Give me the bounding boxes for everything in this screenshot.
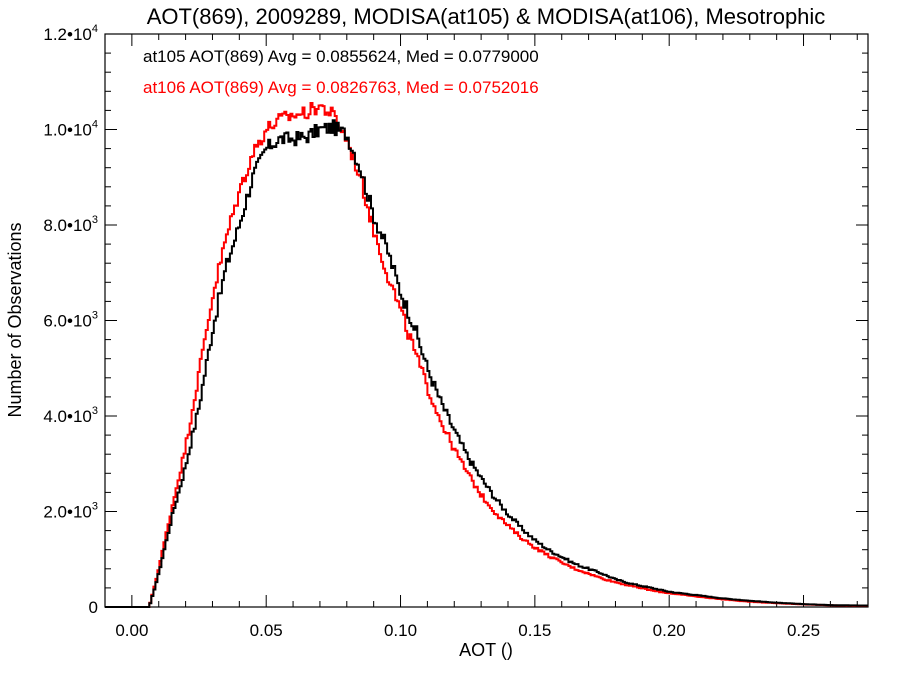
x-axis: 0.00 0.05 0.10 0.15 0.20 0.25 (104, 34, 858, 640)
x-axis-label: AOT () (459, 640, 513, 660)
y-tick-label: 1.2•104 (43, 23, 98, 44)
x-tick-label: 0.25 (787, 621, 820, 640)
y-tick-label: 2.0•103 (43, 501, 98, 522)
y-tick-label: 4.0•103 (43, 405, 98, 426)
series-line-at105 (105, 119, 868, 608)
y-tick-label: 1.0•104 (43, 119, 98, 140)
y-axis-label: Number of Observations (5, 222, 25, 417)
x-tick-label: 0.15 (518, 621, 551, 640)
x-tick-label: 0.20 (653, 621, 686, 640)
y-tick-label: 0 (89, 598, 98, 617)
series-line-at106 (105, 102, 868, 608)
y-tick-label: 6.0•103 (43, 310, 98, 331)
plot-border (104, 33, 869, 608)
series-layer (105, 102, 868, 608)
x-tick-label: 0.00 (115, 621, 148, 640)
chart-title: AOT(869), 2009289, MODISA(at105) & MODIS… (147, 4, 826, 29)
legend-annotation-at105: at105 AOT(869) Avg = 0.0855624, Med = 0.… (143, 47, 539, 66)
plot-frame (104, 33, 869, 608)
x-tick-label: 0.10 (384, 621, 417, 640)
x-tick-label: 0.05 (250, 621, 283, 640)
y-tick-label: 8.0•103 (43, 214, 98, 235)
legend-annotation-at106: at106 AOT(869) Avg = 0.0826763, Med = 0.… (143, 78, 539, 97)
y-axis: 0 2.0•103 4.0•103 6.0•103 8.0•103 1.0•104 1.2•… (43, 23, 868, 617)
